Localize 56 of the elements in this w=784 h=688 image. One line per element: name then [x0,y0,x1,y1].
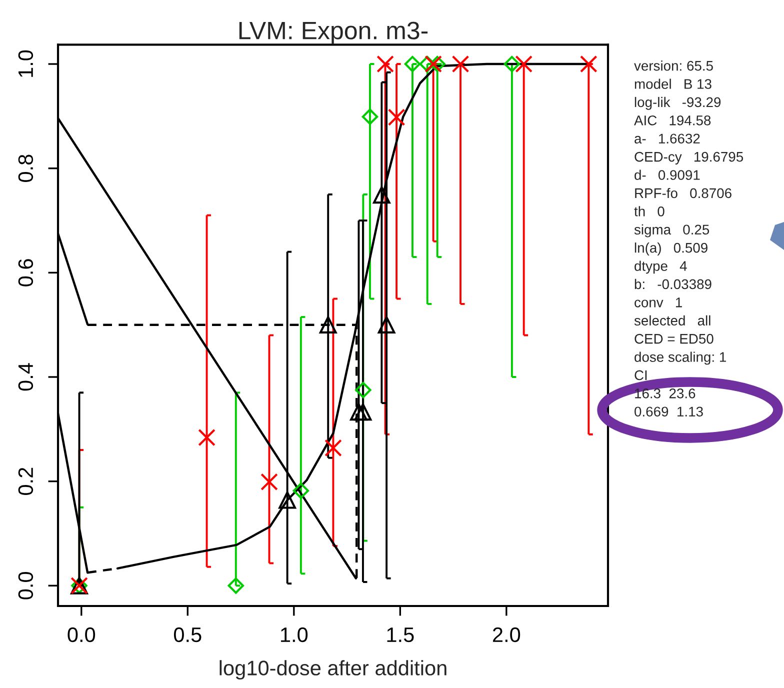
text: AIC 194.58 [634,115,711,126]
text: model B 13 [634,78,712,89]
x-axis-title: log10-dose after addition [220,660,446,680]
point [419,56,436,72]
text: dtype 4 [634,260,687,274]
x-tick-label: 1.5 [387,628,414,642]
x-tick-label: 0.0 [68,627,96,642]
point [388,108,406,126]
text: a- 1.6632 [634,134,700,144]
point [404,56,421,72]
point [429,56,446,72]
text: b: -0.03389 [634,278,712,290]
point [424,55,442,73]
point [228,578,244,594]
text: 0.669 1.13 [634,406,703,417]
point [278,491,296,509]
x-tick-label: 1.0 [281,627,308,642]
y-tick-label: 0.4 [18,363,34,391]
text: ln(a) 0.509 [634,242,708,256]
point [580,55,598,73]
point [354,403,372,421]
text: d- 0.9091 [634,170,700,180]
y-tick-label: 1.0 [18,50,34,77]
point [376,55,394,73]
text: log-lik -93.29 [634,96,721,110]
point [378,316,396,334]
point [260,473,278,491]
text: CED-cy 19.6795 [634,152,744,164]
point [319,316,337,334]
chart-title: LVM: Expon. m3- [239,22,428,44]
y-tick-label: 0.6 [18,259,34,286]
point [324,439,342,457]
text: th 0 [634,206,664,216]
text: RPF-fo 0.8706 [635,188,732,198]
text: selected all [634,315,710,326]
x-tick-label: 0.5 [174,627,202,642]
point [515,55,533,73]
point [372,186,390,204]
point [350,403,368,421]
text: dose scaling: 1 [634,352,726,365]
y-tick-label: 0.0 [18,572,34,600]
point [452,55,470,73]
point [362,108,378,125]
text: version: 65.5 [634,60,713,71]
x-tick-label: 2.0 [492,627,520,642]
text: CI [634,370,647,380]
text: CED = ED50 [634,334,714,344]
y-tick-label: 0.8 [18,154,34,182]
point [355,382,372,398]
y-tick-label: 0.2 [18,468,34,495]
point [292,482,310,499]
point [504,56,520,72]
point [198,428,216,446]
text: conv 1 [634,298,682,308]
text: sigma 0.25 [634,224,710,238]
text: 16.3 23.6 [635,388,696,398]
